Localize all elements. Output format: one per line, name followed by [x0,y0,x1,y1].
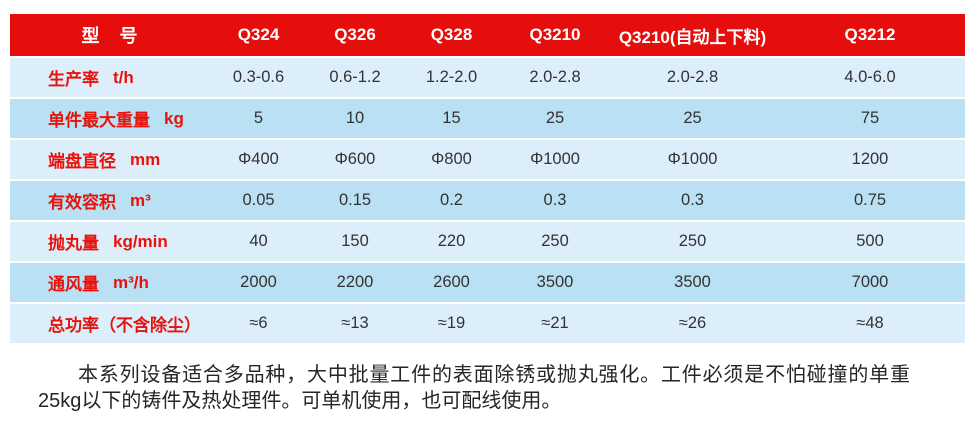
table-row-shot-flow: 抛丸量 kg/min 40 150 220 250 250 500 [10,222,965,261]
row-unit: t/h [113,67,134,87]
cell-value: 7000 [851,273,889,291]
cell-value: 25 [683,109,702,127]
table-row-ventilation: 通风量 m³/h 2000 2200 2600 3500 3500 7000 [10,263,965,302]
cell-value: 0.2 [440,191,463,209]
cell-value: 2000 [240,273,277,291]
row-unit: m³ [130,190,151,210]
cell-value: 5 [253,109,264,127]
cell-value: 2600 [433,273,470,291]
table-row-effective-volume: 有效容积 m³ 0.05 0.15 0.2 0.3 0.3 0.75 [10,181,965,220]
cell-value: ≈19 [437,314,466,332]
cell-value: ≈21 [541,314,569,332]
table-row-max-piece-weight: 单件最大重量 kg 5 10 15 25 25 75 [10,99,965,138]
row-label-cell: 端盘直径 mm [10,140,210,179]
cell-value: ≈48 [856,314,884,332]
cell-value: 3500 [536,273,574,291]
row-label: 单件最大重量 [48,111,150,130]
header-model-q3212: Q3212 [844,25,896,44]
cell-value: ≈13 [341,314,369,332]
cell-value: Φ1000 [530,150,580,168]
cell-value: ≈26 [678,314,707,332]
row-label: 端盘直径 [48,152,116,171]
row-label: 抛丸量 [48,234,99,253]
header-model-q3210: Q3210 [529,25,581,44]
cell-value: 0.6-1.2 [329,68,381,86]
description-paragraph: 本系列设备适合多品种，大中批量工件的表面除锈或抛丸强化。工件必须是不怕碰撞的单重… [38,364,910,412]
cell-value: 40 [249,232,268,250]
cell-value: 0.75 [853,191,887,209]
row-label: 有效容积 [48,193,116,212]
table-row-total-power: 总功率（不含除尘） ≈6 ≈13 ≈19 ≈21 ≈26 ≈48 [10,304,965,343]
row-unit: kg [164,108,184,128]
cell-value: 0.15 [338,191,372,209]
cell-value: 1200 [851,150,889,168]
header-model-q3210-auto: Q3210(自动上下料) [618,27,767,47]
cell-value: 2200 [336,273,374,291]
row-label: 生产率 [48,70,99,89]
row-label-cell: 通风量 m³/h [10,263,210,302]
header-model-q324: Q324 [237,25,280,44]
header-model-q326: Q326 [334,25,376,44]
cell-value: 250 [678,232,707,250]
cell-value: 0.3 [543,191,567,209]
cell-value: 0.05 [242,191,275,209]
cell-value: 2.0-2.8 [529,68,581,86]
cell-value: Φ600 [334,150,376,168]
cell-value: 1.2-2.0 [425,68,478,86]
cell-value: 0.3-0.6 [232,68,285,86]
cell-value: 75 [860,109,880,127]
row-label-cell: 单件最大重量 kg [10,99,210,138]
cell-value: Φ400 [238,150,279,168]
row-label: 总功率（不含除尘） [48,316,201,335]
spec-table: 型 号 Q324 Q326 Q328 Q3210 Q3210(自动上下料) Q3… [10,14,965,343]
row-unit: m³/h [113,272,149,292]
cell-value: 15 [442,109,461,127]
cell-value: 220 [437,232,466,250]
cell-value: 0.3 [681,191,704,209]
row-label-cell: 有效容积 m³ [10,181,210,220]
cell-value: 150 [341,232,369,250]
row-label-cell: 抛丸量 kg/min [10,222,210,261]
cell-value: 4.0-6.0 [844,68,896,86]
cell-value: 500 [856,232,884,250]
header-model-q328: Q328 [430,25,473,44]
table-header-row: 型 号 Q324 Q326 Q328 Q3210 Q3210(自动上下料) Q3… [10,14,965,56]
row-label-cell: 生产率 t/h [10,58,210,97]
row-unit: mm [130,149,161,169]
cell-value: Φ1000 [667,150,718,168]
row-unit: kg/min [113,231,168,251]
row-label-cell: 总功率（不含除尘） [10,304,210,343]
cell-value: ≈6 [249,314,268,332]
header-model-label: 型 号 [81,26,139,46]
cell-value: 25 [545,109,565,127]
cell-value: 10 [345,109,365,127]
cell-value: 2.0-2.8 [666,68,719,86]
table-row-productivity: 生产率 t/h 0.3-0.6 0.6-1.2 1.2-2.0 2.0-2.8 … [10,58,965,97]
cell-value: Φ800 [431,150,472,168]
cell-value: 250 [541,232,569,250]
cell-value: 3500 [674,273,711,291]
table-row-disc-diameter: 端盘直径 mm Φ400 Φ600 Φ800 Φ1000 Φ1000 1200 [10,140,965,179]
row-label: 通风量 [48,275,99,294]
